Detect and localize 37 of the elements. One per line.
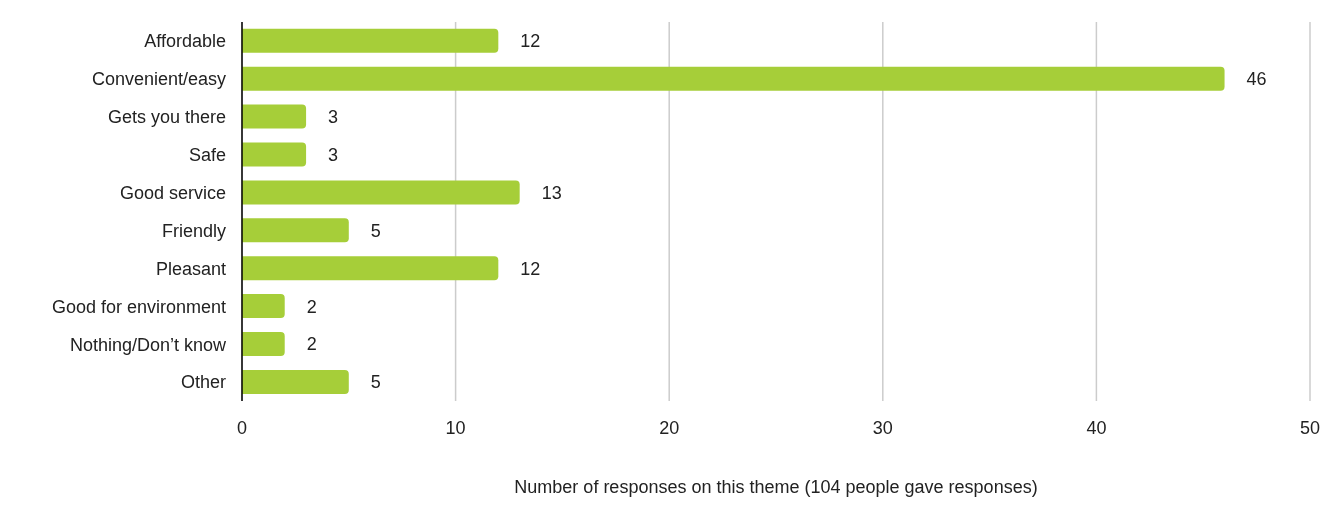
bar	[242, 142, 307, 167]
bar	[242, 180, 520, 205]
bar	[242, 332, 285, 357]
bar	[242, 294, 285, 319]
bar	[242, 66, 1225, 91]
bar	[242, 256, 499, 281]
y-tick-label: Good for environment	[51, 296, 226, 317]
data-label: 46	[1246, 69, 1267, 90]
x-tick-label: 10	[445, 417, 466, 438]
y-tick-label: Gets you there	[107, 107, 226, 128]
bar	[242, 104, 307, 129]
y-tick-label: Nothing/Don’t know	[69, 334, 227, 355]
bar	[242, 28, 499, 53]
y-tick-label: Good service	[119, 182, 226, 203]
data-label: 2	[306, 334, 317, 355]
y-tick-label: Other	[180, 372, 226, 393]
x-tick-label: 0	[236, 417, 248, 438]
data-label: 5	[370, 372, 381, 393]
x-axis-title: Number of responses on this theme (104 people gave responses)	[514, 477, 1038, 497]
y-tick-label: Friendly	[161, 220, 226, 241]
data-label: 12	[520, 258, 541, 279]
data-label: 2	[306, 296, 317, 317]
data-label: 3	[328, 107, 339, 128]
y-tick-label: Convenient/easy	[91, 69, 226, 90]
data-label: 12	[520, 31, 541, 52]
x-tick-label: 50	[1299, 417, 1321, 438]
x-tick-label: 30	[872, 417, 893, 438]
x-tick-label: 20	[659, 417, 680, 438]
y-tick-label: Safe	[188, 145, 226, 166]
data-label: 3	[328, 144, 339, 165]
x-tick-label: 40	[1086, 417, 1107, 438]
bar	[242, 218, 349, 243]
bar	[242, 369, 349, 394]
data-label: 5	[370, 220, 381, 241]
y-tick-label: Affordable	[144, 31, 226, 52]
data-label: 13	[541, 182, 562, 203]
y-tick-label: Pleasant	[155, 258, 226, 279]
